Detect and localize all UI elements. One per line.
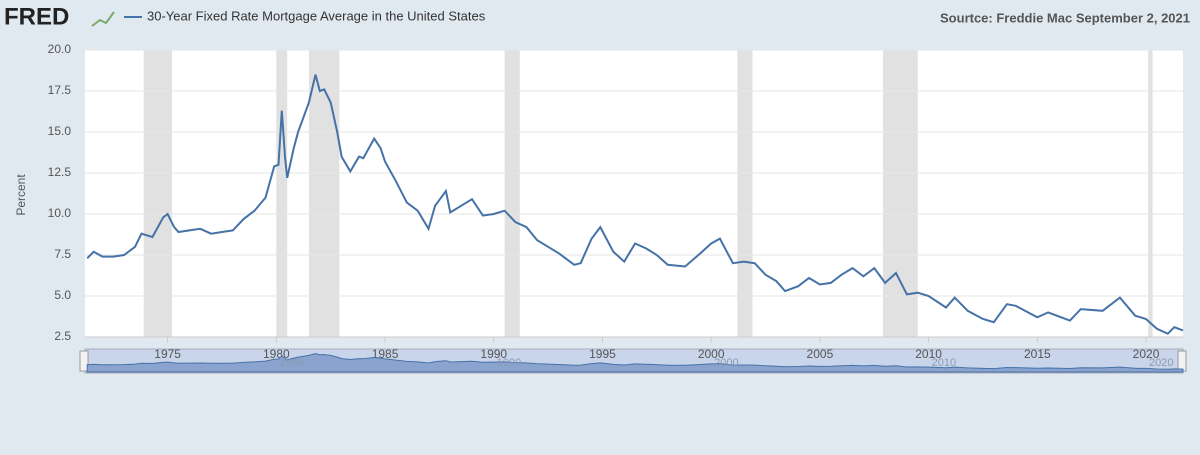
- x-tick-label: 2005: [807, 347, 834, 361]
- navigator-tick-label: 1980: [279, 357, 303, 369]
- recession-band: [882, 50, 918, 337]
- line: [86, 74, 1184, 335]
- navigator-tick-label: 2010: [932, 357, 956, 369]
- y-tick-label: 7.5: [54, 247, 71, 261]
- x-tick-label: 1995: [589, 347, 616, 361]
- navigator-handle: [79, 350, 89, 372]
- x-tick-label: 2015: [1024, 347, 1051, 361]
- navigator-handle: [1177, 350, 1187, 372]
- y-tick-label: 17.5: [48, 83, 72, 97]
- navigator-area: [86, 353, 1184, 373]
- x-tick-label: 1990: [480, 347, 507, 361]
- plot-area: [85, 50, 1183, 337]
- y-tick-label: 2.5: [54, 329, 71, 343]
- navigator-tick-label: 2000: [714, 357, 738, 369]
- y-tick-label: 5.0: [54, 288, 71, 302]
- recession-band: [308, 50, 340, 337]
- recession-band: [504, 50, 520, 337]
- recession-band: [276, 50, 288, 337]
- y-tick-label: 20.0: [48, 42, 72, 56]
- navigator-tick-label: 1990: [497, 357, 521, 369]
- recession-band: [1148, 50, 1153, 337]
- x-tick-label: 2000: [698, 347, 725, 361]
- legend-label: 30-Year Fixed Rate Mortgage Average in t…: [147, 8, 486, 23]
- y-tick-label: 12.5: [48, 165, 72, 179]
- y-axis-label: Percent: [14, 174, 28, 216]
- y-tick-label: 10.0: [48, 206, 72, 220]
- y-tick-label: 15.0: [48, 124, 72, 138]
- x-tick-label: 2020: [1133, 347, 1160, 361]
- x-tick-label: 1975: [154, 347, 181, 361]
- x-tick-label: 2010: [915, 347, 942, 361]
- logo-icon: [91, 11, 115, 27]
- logo: FRED: [4, 3, 69, 30]
- recession-band: [737, 50, 753, 337]
- source: Sourtce: Freddie Mac September 2, 2021: [940, 10, 1190, 25]
- navigator-tick-label: 2020: [1149, 357, 1173, 369]
- recession-band: [143, 50, 172, 337]
